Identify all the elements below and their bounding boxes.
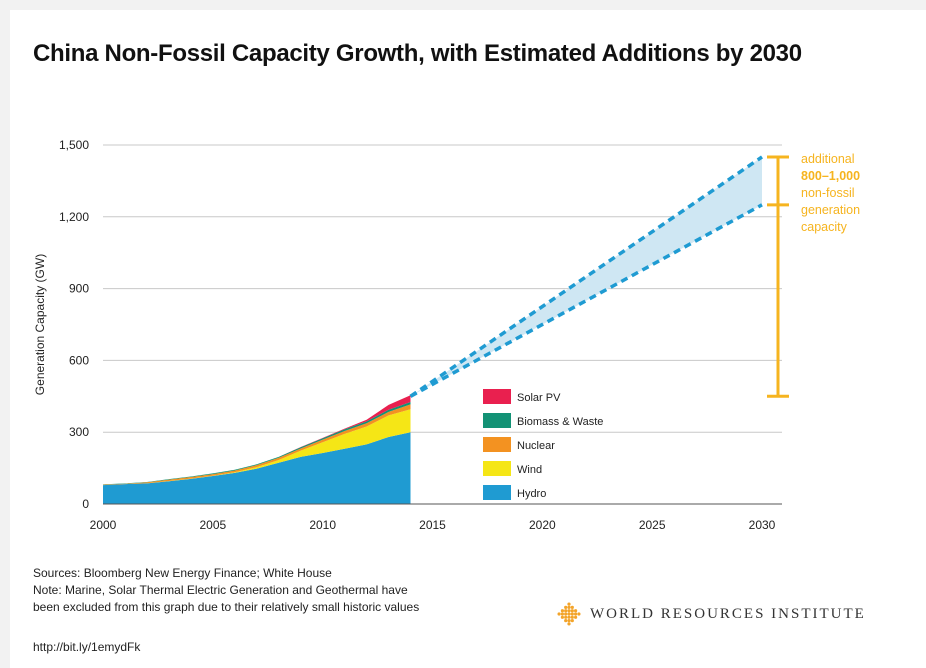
sources-block: Sources: Bloomberg New Energy Finance; W…	[33, 565, 419, 616]
legend-swatch	[483, 413, 511, 428]
logo-dot	[570, 615, 574, 619]
logo-dot	[567, 602, 571, 606]
legend-swatch	[483, 485, 511, 500]
annotation: additional 800–1,000 non-fossil generation c…	[767, 152, 860, 398]
x-tick-label: 2010	[309, 518, 336, 532]
axes: 0 300 600 900 1,200 1,500 2000 2005 2010 2015 2020…	[33, 138, 782, 532]
sources-text: Sources: Bloomberg New Energy Finance; W…	[33, 566, 332, 580]
logo-dot	[567, 612, 571, 616]
y-tick-label: 0	[82, 497, 89, 511]
chart-card	[10, 10, 926, 668]
annotation-text: 800–1,000	[801, 169, 860, 183]
x-tick-label: 2000	[90, 518, 117, 532]
legend-swatch	[483, 437, 511, 452]
logo-dot	[557, 612, 561, 616]
x-tick-label: 2005	[199, 518, 226, 532]
projection-band	[409, 155, 763, 398]
legend-swatch	[483, 389, 511, 404]
x-tick-label: 2015	[419, 518, 446, 532]
projection-upper-line	[409, 155, 763, 398]
logo-dot	[570, 612, 574, 616]
note-line-2: been excluded from this graph due to the…	[33, 600, 420, 614]
y-tick-label: 1,500	[59, 138, 89, 152]
area-hydro	[103, 432, 411, 504]
y-tick-label: 1,200	[59, 210, 89, 224]
x-tick-label: 2030	[749, 518, 776, 532]
logo-dot	[564, 605, 568, 609]
annotation-text: generation	[801, 203, 860, 217]
note-line-1: Note: Marine, Solar Thermal Electric Gen…	[33, 583, 408, 597]
logo-dot	[577, 612, 581, 616]
logo-dot	[560, 615, 564, 619]
logo-dot	[567, 609, 571, 613]
source-link[interactable]: http://bit.ly/1emydFk	[33, 640, 141, 654]
logo-dot	[567, 605, 571, 609]
logo-dot	[570, 619, 574, 623]
grid-layer	[103, 144, 782, 433]
projection-fill	[410, 156, 762, 397]
logo-dot	[564, 612, 568, 616]
annotation-text: capacity	[801, 220, 848, 234]
logo-dot	[564, 619, 568, 623]
logo-dot	[574, 609, 578, 613]
projection-lower-line	[409, 203, 763, 398]
legend-swatch	[483, 461, 511, 476]
logo-dot	[570, 609, 574, 613]
logo-dot	[564, 615, 568, 619]
legend-label: Wind	[517, 464, 542, 476]
legend-label: Nuclear	[517, 440, 555, 452]
logo-dot	[570, 605, 574, 609]
logo-dot	[574, 612, 578, 616]
stacked-areas	[103, 395, 411, 504]
chart-title: China Non-Fossil Capacity Growth, with E…	[33, 40, 802, 67]
legend-label: Biomass & Waste	[517, 416, 603, 428]
wri-logo-text: WORLD RESOURCES INSTITUTE	[590, 605, 866, 622]
wri-logo-icon	[557, 602, 581, 626]
y-tick-label: 300	[69, 425, 89, 439]
legend-label: Solar PV	[517, 392, 561, 404]
logo-dot	[564, 609, 568, 613]
logo-dot	[560, 609, 564, 613]
legend: Solar PV Biomass & Waste Nuclear Wind Hydro	[483, 389, 603, 500]
logo-dot	[560, 612, 564, 616]
y-axis-title: Generation Capacity (GW)	[33, 254, 47, 395]
x-tick-label: 2025	[639, 518, 666, 532]
y-tick-label: 900	[69, 282, 89, 296]
logo-dot	[567, 615, 571, 619]
logo-dot	[567, 622, 571, 626]
logo-dot	[567, 619, 571, 623]
area-wind	[103, 409, 411, 486]
legend-label: Hydro	[517, 488, 546, 500]
y-tick-label: 600	[69, 353, 89, 367]
annotation-text: non-fossil	[801, 186, 855, 200]
wri-logo: WORLD RESOURCES INSTITUTE	[556, 601, 866, 627]
annotation-text: additional	[801, 152, 855, 166]
x-tick-label: 2020	[529, 518, 556, 532]
logo-dot	[574, 615, 578, 619]
